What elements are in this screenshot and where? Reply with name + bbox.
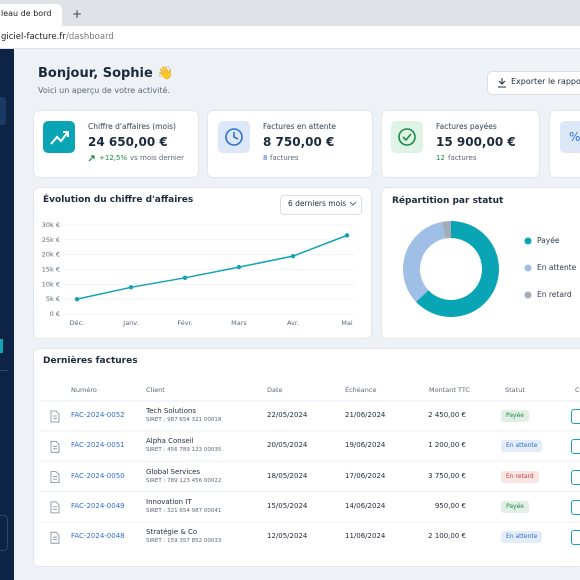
row-action[interactable] <box>571 499 580 515</box>
client-siret: SIRET : 987 654 321 00018 <box>146 417 222 423</box>
table-header: Date <box>267 386 283 394</box>
table-card <box>33 348 580 567</box>
invoice-date: 20/05/2024 <box>267 441 308 450</box>
kpi-label: Factures payées <box>436 122 497 131</box>
invoice-number[interactable]: FAC-2024-0050 <box>71 471 125 480</box>
sidebar-divider <box>0 370 8 371</box>
url-host: giciel-facture.fr <box>1 32 66 42</box>
table-header: Échéance <box>345 386 377 394</box>
status-badge: Payée <box>501 410 529 422</box>
sidebar-user[interactable] <box>0 515 8 551</box>
table-header: C <box>575 386 580 394</box>
table-title: Dernières factures <box>43 356 138 366</box>
status-badge: En attente <box>501 531 543 544</box>
client-siret: SIRET : 321 654 987 00041 <box>146 507 222 514</box>
period-dropdown-label[interactable]: 6 derniers mois <box>288 199 347 208</box>
due-date: 21/06/2024 <box>345 411 386 419</box>
due-date: 11/06/2024 <box>345 532 386 541</box>
url-path: /dashboard <box>66 32 114 42</box>
new-tab-button[interactable]: + <box>72 7 83 21</box>
kpi-note: factures <box>270 154 299 162</box>
amount: 2 450,00 € <box>428 411 466 419</box>
invoice-number[interactable]: FAC-2024-0049 <box>71 501 125 510</box>
subtitle: Voici un aperçu de votre activité. <box>38 86 170 95</box>
period-dropdown[interactable] <box>280 195 362 215</box>
kpi-label: Factures en attente <box>263 122 337 131</box>
client-name: Stratégie & Co <box>146 528 198 537</box>
client-siret: SIRET : 789 123 456 00022 <box>146 477 222 484</box>
amount: 1 200,00 € <box>428 441 466 450</box>
kpi-icon-label: % <box>569 130 580 144</box>
row-action[interactable] <box>571 409 580 424</box>
greeting: Bonjour, Sophie 👋 <box>38 66 174 81</box>
kpi-change: +12,5% <box>99 154 128 162</box>
active-tab[interactable] <box>0 4 62 26</box>
sidebar-item[interactable] <box>0 97 6 125</box>
kpi-value: 24 650,00 € <box>88 135 168 149</box>
kpi-note: factures <box>448 154 477 162</box>
table-header: Client <box>146 386 165 394</box>
amount: 2 100,00 € <box>428 532 466 541</box>
row-action[interactable] <box>571 439 580 455</box>
client-name: Innovation IT <box>146 497 192 506</box>
export-button-label[interactable]: Exporter le rapport <box>511 77 580 86</box>
invoice-number[interactable]: FAC-2024-0052 <box>71 411 125 419</box>
status-badge: Payée <box>501 500 529 513</box>
kpi-value: 8 750,00 € <box>263 135 335 149</box>
table-header: Statut <box>505 386 525 394</box>
kpi-note: vs mois dernier <box>130 154 185 162</box>
status-badge: En retard <box>501 470 539 483</box>
client-name: Global Services <box>146 467 201 476</box>
tab-bar <box>0 0 580 26</box>
row-action[interactable] <box>571 530 580 546</box>
tab-title: leau de bord <box>1 9 52 18</box>
amount: 3 750,00 € <box>428 471 466 480</box>
status-badge: En attente <box>501 440 543 453</box>
kpi-value: 15 900,00 € <box>436 135 516 149</box>
sidebar <box>0 49 14 580</box>
kpi-label: Chiffre d'affaires (mois) <box>88 122 176 131</box>
table-header: Montant TTC <box>429 386 470 394</box>
client-name: Alpha Conseil <box>146 437 194 446</box>
table-header: Numéro <box>71 386 97 394</box>
invoice-date: 12/05/2024 <box>267 532 308 541</box>
invoice-date: 15/05/2024 <box>267 501 308 510</box>
chart-title: Répartition par statut <box>392 196 504 206</box>
sidebar-marker <box>0 339 3 353</box>
invoice-number[interactable]: FAC-2024-0048 <box>71 532 125 541</box>
client-name: Tech Solutions <box>146 407 197 415</box>
due-date: 17/06/2024 <box>345 471 386 480</box>
client-siret: SIRET : 456 789 123 00035 <box>146 447 222 454</box>
invoice-date: 22/05/2024 <box>267 411 308 419</box>
kpi-card <box>549 110 580 178</box>
invoice-date: 18/05/2024 <box>267 471 308 480</box>
due-date: 19/06/2024 <box>345 441 386 450</box>
client-siret: SIRET : 159 357 852 00033 <box>146 538 222 545</box>
amount: 950,00 € <box>434 501 466 510</box>
kpi-count: 8 <box>263 154 268 162</box>
due-date: 14/06/2024 <box>345 501 386 510</box>
chart-title: Évolution du chiffre d'affaires <box>43 195 194 205</box>
donut-chart-card <box>381 187 580 339</box>
row-action[interactable] <box>571 469 580 485</box>
invoice-number[interactable]: FAC-2024-0051 <box>71 441 125 450</box>
kpi-count: 12 <box>436 154 445 162</box>
address-bar <box>0 26 580 49</box>
